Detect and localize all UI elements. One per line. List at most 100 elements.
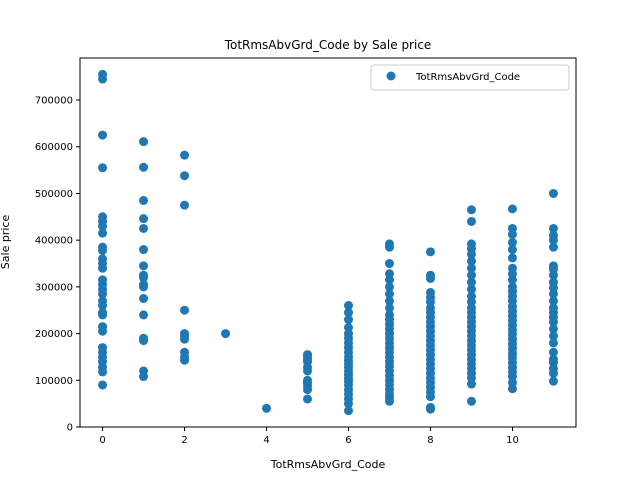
data-point [98,228,108,238]
data-point [139,310,149,320]
y-tick-label: 400000 [35,236,73,247]
plot-area [80,58,576,427]
x-tick-label: 0 [99,435,105,446]
data-point [343,308,353,318]
data-point [548,188,558,198]
data-point [139,162,149,172]
y-tick-label: 200000 [35,329,73,340]
x-tick-label: 8 [427,435,433,446]
data-point [303,394,313,404]
data-point [384,282,394,292]
data-point [180,355,190,365]
data-point [139,336,149,346]
data-point [548,376,558,386]
data-point [343,301,353,311]
data-point [384,259,394,269]
data-point [139,372,149,382]
x-tick-label: 6 [345,435,351,446]
data-point [548,331,558,341]
data-point [98,221,108,231]
data-point [548,242,558,252]
data-point [98,367,108,377]
ticks-layer: 0 2 4 6 8 10 0 100000 200000 300000 400000 500000 60… [35,96,519,446]
data-point [507,275,517,285]
data-point [180,150,190,160]
x-tick-label: 10 [506,435,519,446]
data-point [425,247,435,257]
data-point [466,256,476,266]
data-point [384,289,394,299]
data-point [343,406,353,416]
x-tick-label: 2 [181,435,187,446]
data-point [221,329,231,339]
data-point [466,270,476,280]
legend: TotRmsAbvGrd_Code [370,64,570,91]
data-point [303,385,313,395]
data-point [98,163,108,173]
y-tick-label: 500000 [35,189,73,200]
data-point [384,296,394,306]
data-point [425,392,435,402]
data-point [548,368,558,378]
data-point [384,275,394,285]
data-point [548,223,558,233]
legend-label: TotRmsAbvGrd_Code [415,72,520,83]
data-point [139,294,149,304]
y-tick-label: 300000 [35,282,73,293]
y-axis-label: Sale price [0,215,12,270]
data-point [548,296,558,306]
data-point [507,204,517,214]
data-point [548,317,558,327]
data-point [180,334,190,344]
data-point [466,205,476,215]
data-point [548,347,558,357]
data-point [139,214,149,224]
data-point [139,223,149,233]
data-point [507,253,517,263]
data-point [98,380,108,390]
data-point [548,324,558,334]
x-axis-label: TotRmsAbvGrd_Code [270,458,386,471]
data-point [466,216,476,226]
y-tick-label: 700000 [35,96,73,107]
data-point [507,384,517,394]
data-point [303,366,313,376]
data-point [98,310,108,320]
plot-frame [79,57,577,428]
data-point [466,379,476,389]
data-point [98,245,108,255]
data-point [98,301,108,311]
data-point [98,74,108,84]
data-point [466,284,476,294]
data-point [425,404,435,414]
y-tick-label: 600000 [35,142,73,153]
chart-title: TotRmsAbvGrd_Code by Sale price [224,38,432,52]
data-point [384,303,394,313]
data-point [98,326,108,336]
data-point [343,315,353,325]
data-point [262,403,272,413]
data-point [466,263,476,273]
data-point [139,261,149,271]
data-point [384,242,394,252]
data-point [98,130,108,140]
data-point [98,289,108,299]
data-point [548,270,558,280]
data-point [507,230,517,240]
data-point [548,235,558,245]
data-point [548,338,558,348]
data-point [548,289,558,299]
data-point [466,249,476,259]
data-point [98,263,108,273]
data-point [139,195,149,205]
y-tick-label: 0 [67,423,73,434]
data-point [425,273,435,283]
legend-marker [386,71,396,81]
data-point [139,273,149,283]
data-point [139,282,149,292]
points-layer [98,69,558,416]
data-point [384,396,394,406]
data-point [180,305,190,315]
data-point [180,171,190,181]
